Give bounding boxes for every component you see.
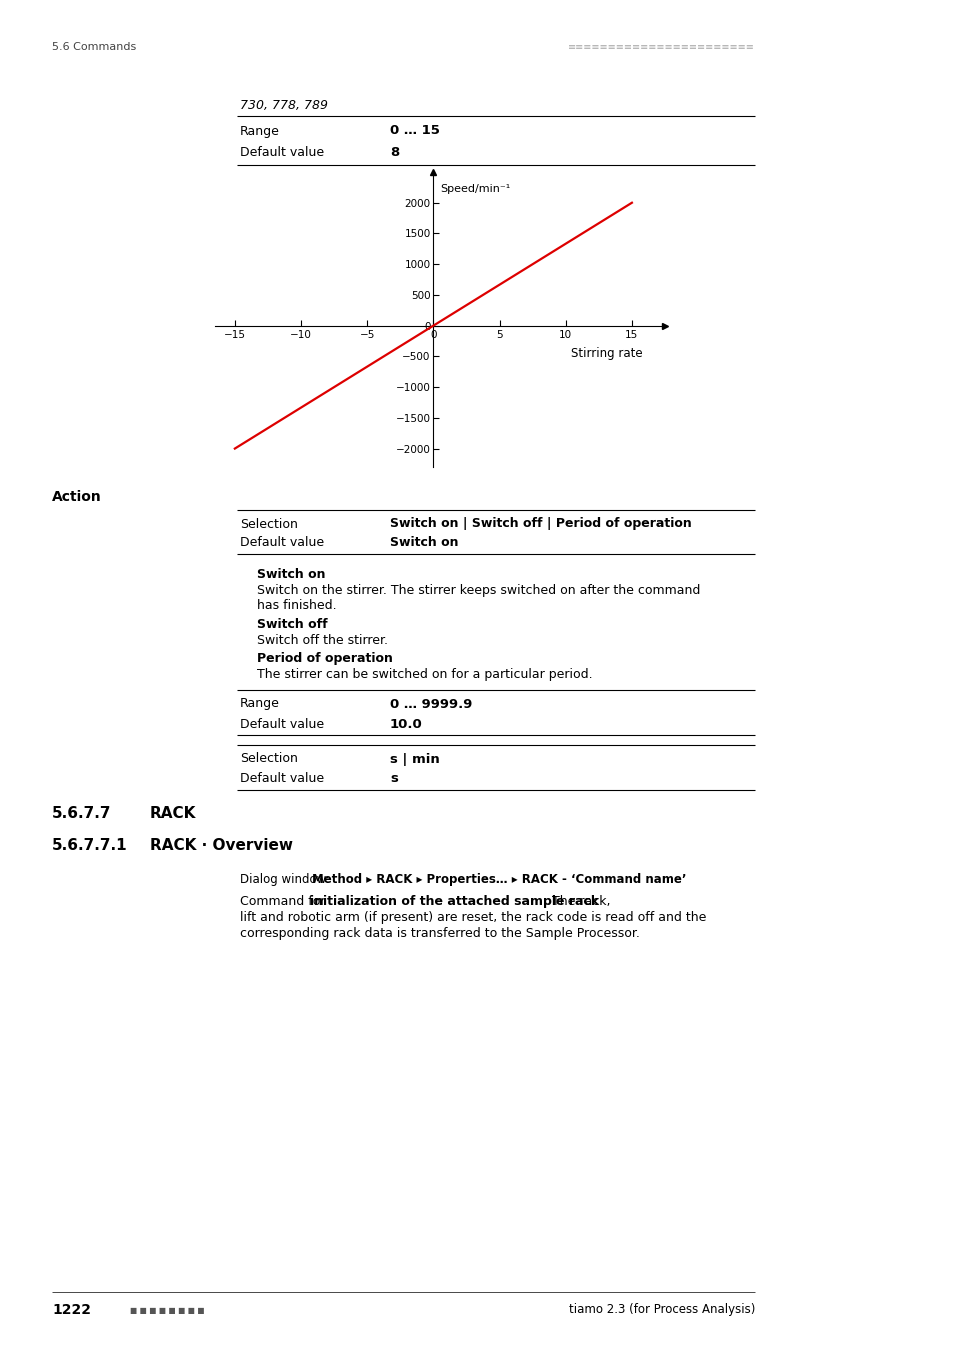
Text: 0 … 15: 0 … 15 — [390, 124, 439, 138]
Text: initialization of the attached sample rack: initialization of the attached sample ra… — [310, 895, 598, 909]
Text: tiamo 2.3 (for Process Analysis): tiamo 2.3 (for Process Analysis) — [568, 1304, 754, 1316]
Text: 8: 8 — [390, 147, 399, 159]
Text: Switch on: Switch on — [390, 536, 458, 548]
Text: Method ▸ RACK ▸ Properties… ▸ RACK - ‘Command name’: Method ▸ RACK ▸ Properties… ▸ RACK - ‘Co… — [312, 873, 686, 886]
Text: Dialog window:: Dialog window: — [240, 873, 333, 886]
Text: RACK: RACK — [150, 806, 196, 821]
Text: Default value: Default value — [240, 536, 324, 548]
Text: s | min: s | min — [390, 752, 439, 765]
Text: Command for: Command for — [240, 895, 329, 909]
Text: RACK · Overview: RACK · Overview — [150, 837, 293, 852]
Text: Switch off the stirrer.: Switch off the stirrer. — [256, 634, 388, 647]
Text: has finished.: has finished. — [256, 599, 336, 612]
Text: Range: Range — [240, 124, 279, 138]
Text: 5.6 Commands: 5.6 Commands — [52, 42, 136, 53]
Text: Stirring rate: Stirring rate — [570, 347, 641, 359]
Text: Default value: Default value — [240, 147, 324, 159]
Text: ■ ■ ■ ■ ■ ■ ■ ■: ■ ■ ■ ■ ■ ■ ■ ■ — [130, 1305, 204, 1315]
Text: Action: Action — [52, 490, 102, 504]
Text: 5.6.7.7: 5.6.7.7 — [52, 806, 112, 821]
Text: Switch on | Switch off | Period of operation: Switch on | Switch off | Period of opera… — [390, 517, 691, 531]
Text: ≡≡≡≡≡≡≡≡≡≡≡≡≡≡≡≡≡≡≡≡≡≡≡: ≡≡≡≡≡≡≡≡≡≡≡≡≡≡≡≡≡≡≡≡≡≡≡ — [568, 42, 754, 53]
Text: 730, 778, 789: 730, 778, 789 — [240, 99, 328, 112]
Text: 1222: 1222 — [52, 1303, 91, 1318]
Text: s: s — [390, 772, 397, 786]
Text: The stirrer can be switched on for a particular period.: The stirrer can be switched on for a par… — [256, 668, 592, 680]
Text: Selection: Selection — [240, 752, 297, 765]
Text: Range: Range — [240, 698, 279, 710]
Text: 5.6.7.7.1: 5.6.7.7.1 — [52, 837, 128, 852]
Text: Selection: Selection — [240, 517, 297, 531]
Text: Switch off: Switch off — [256, 618, 327, 630]
Text: 0 … 9999.9: 0 … 9999.9 — [390, 698, 472, 710]
Text: Default value: Default value — [240, 772, 324, 786]
Text: Switch on the stirrer. The stirrer keeps switched on after the command: Switch on the stirrer. The stirrer keeps… — [256, 585, 700, 597]
Text: lift and robotic arm (if present) are reset, the rack code is read off and the: lift and robotic arm (if present) are re… — [240, 911, 705, 923]
Text: . The rack,: . The rack, — [543, 895, 610, 909]
Text: Speed/min⁻¹: Speed/min⁻¹ — [439, 184, 510, 193]
Text: 10.0: 10.0 — [390, 717, 422, 730]
Text: Default value: Default value — [240, 717, 324, 730]
Text: Switch on: Switch on — [256, 568, 325, 580]
Text: corresponding rack data is transferred to the Sample Processor.: corresponding rack data is transferred t… — [240, 927, 639, 940]
Text: Period of operation: Period of operation — [256, 652, 393, 666]
